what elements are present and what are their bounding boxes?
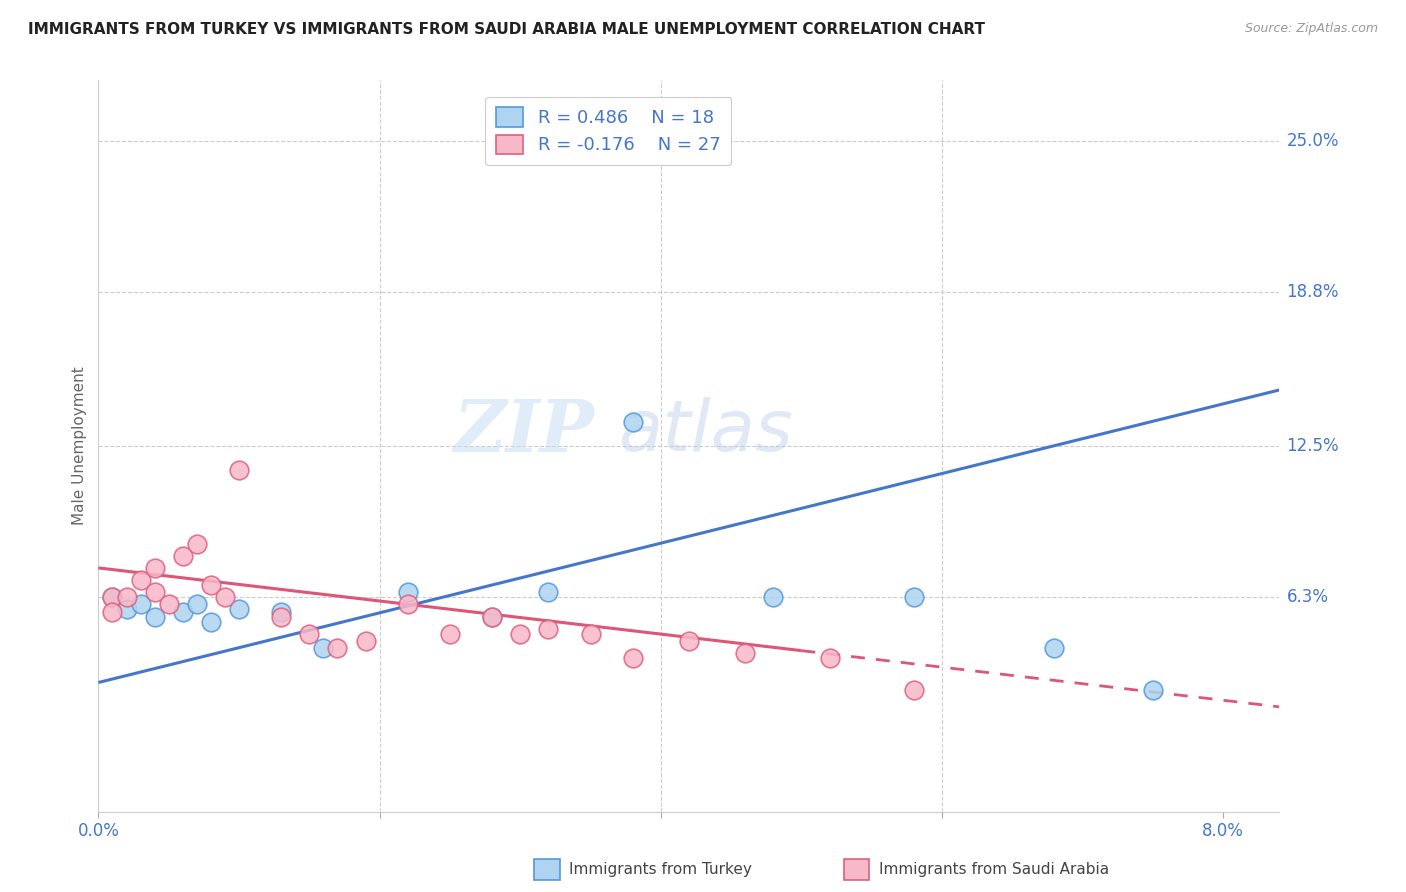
- Point: [143, 609, 166, 624]
- Point: [481, 609, 503, 624]
- Point: [1043, 641, 1066, 656]
- Point: [439, 626, 461, 640]
- Point: [537, 622, 560, 636]
- Point: [129, 573, 152, 587]
- Point: [228, 602, 250, 616]
- Point: [298, 626, 321, 640]
- Point: [129, 598, 152, 612]
- Point: [200, 578, 222, 592]
- Text: Immigrants from Turkey: Immigrants from Turkey: [569, 863, 752, 877]
- Point: [186, 536, 208, 550]
- Point: [396, 598, 419, 612]
- Text: 18.8%: 18.8%: [1286, 284, 1339, 301]
- Point: [228, 463, 250, 477]
- Point: [537, 585, 560, 599]
- Point: [157, 598, 180, 612]
- Point: [312, 641, 335, 656]
- Text: ZIP: ZIP: [454, 396, 595, 467]
- Point: [903, 590, 925, 604]
- Text: 25.0%: 25.0%: [1286, 132, 1339, 150]
- Legend: R = 0.486    N = 18, R = -0.176    N = 27: R = 0.486 N = 18, R = -0.176 N = 27: [485, 96, 731, 165]
- Point: [818, 651, 841, 665]
- Text: 6.3%: 6.3%: [1286, 588, 1329, 607]
- Point: [172, 549, 194, 563]
- Text: IMMIGRANTS FROM TURKEY VS IMMIGRANTS FROM SAUDI ARABIA MALE UNEMPLOYMENT CORRELA: IMMIGRANTS FROM TURKEY VS IMMIGRANTS FRO…: [28, 22, 986, 37]
- Text: Source: ZipAtlas.com: Source: ZipAtlas.com: [1244, 22, 1378, 36]
- Point: [143, 585, 166, 599]
- Point: [354, 634, 377, 648]
- Point: [326, 641, 349, 656]
- Point: [678, 634, 700, 648]
- Text: Immigrants from Saudi Arabia: Immigrants from Saudi Arabia: [879, 863, 1109, 877]
- Point: [270, 609, 292, 624]
- Point: [509, 626, 531, 640]
- Point: [579, 626, 602, 640]
- Point: [1142, 682, 1164, 697]
- Point: [186, 598, 208, 612]
- Point: [101, 590, 124, 604]
- Point: [101, 605, 124, 619]
- Point: [734, 646, 756, 660]
- Text: 12.5%: 12.5%: [1286, 437, 1339, 455]
- Point: [143, 561, 166, 575]
- Point: [621, 415, 644, 429]
- Text: atlas: atlas: [619, 397, 793, 466]
- Point: [115, 590, 138, 604]
- Point: [172, 605, 194, 619]
- Point: [270, 605, 292, 619]
- Point: [200, 615, 222, 629]
- Point: [396, 585, 419, 599]
- Point: [115, 602, 138, 616]
- Y-axis label: Male Unemployment: Male Unemployment: [72, 367, 87, 525]
- Point: [481, 609, 503, 624]
- Point: [621, 651, 644, 665]
- Point: [762, 590, 785, 604]
- Point: [903, 682, 925, 697]
- Point: [101, 590, 124, 604]
- Point: [214, 590, 236, 604]
